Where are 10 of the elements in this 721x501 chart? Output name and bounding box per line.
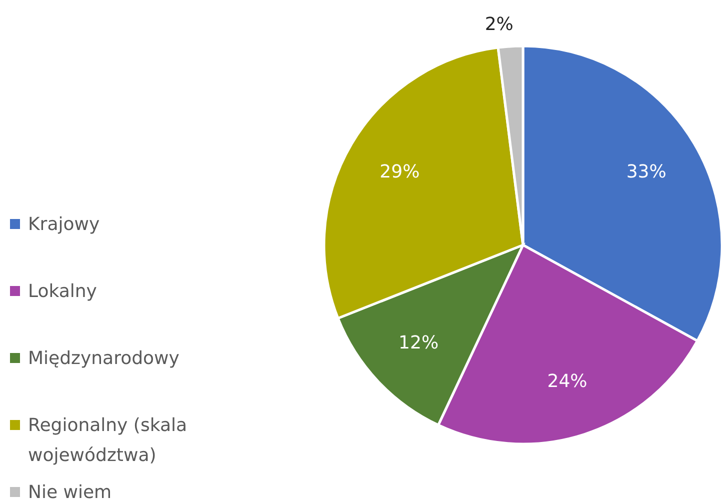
data-label: 2% (484, 14, 514, 35)
data-label: 29% (380, 162, 420, 183)
data-label: 33% (626, 162, 666, 183)
data-label: 12% (398, 332, 439, 354)
legend-label: Nie wiem (28, 482, 112, 501)
legend-label: Międzynarodowy (28, 348, 180, 368)
data-label: 24% (547, 370, 588, 392)
legend-label: Krajowy (28, 214, 100, 234)
legend-label: Regionalny (skala województwa) (28, 414, 188, 466)
legend-label: Lokalny (28, 280, 98, 302)
